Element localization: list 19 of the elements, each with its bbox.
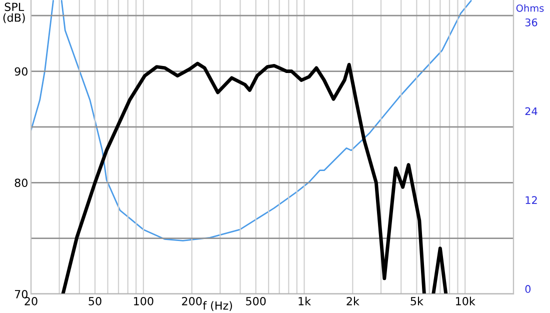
x-tick-label: 500	[246, 296, 266, 306]
y2-axis-title: Ohms	[516, 4, 544, 12]
x-tick-label: 5k	[410, 296, 424, 306]
x-axis-title: f (Hz)	[202, 301, 232, 312]
x-tick-label: 50	[88, 296, 102, 306]
x-tick-label: 2k	[346, 296, 360, 306]
y-axis-title: SPL (dB)	[3, 2, 25, 24]
y-tick-label: 70	[14, 290, 28, 298]
x-tick-label: 100	[134, 296, 154, 306]
y2-tick-label: 12	[526, 196, 537, 204]
y2-tick-label: 36	[525, 18, 538, 26]
y-tick-label: 80	[14, 178, 28, 188]
y2-tick-label: 0	[525, 285, 531, 293]
y2-tick-label: 24	[525, 107, 538, 116]
x-tick-label: 10k	[456, 296, 476, 306]
x-tick-label: 20	[24, 296, 38, 306]
x-tick-label: 200	[182, 296, 202, 306]
x-tick-label: 1k	[298, 296, 311, 306]
y-tick-label: 90	[14, 67, 28, 76]
